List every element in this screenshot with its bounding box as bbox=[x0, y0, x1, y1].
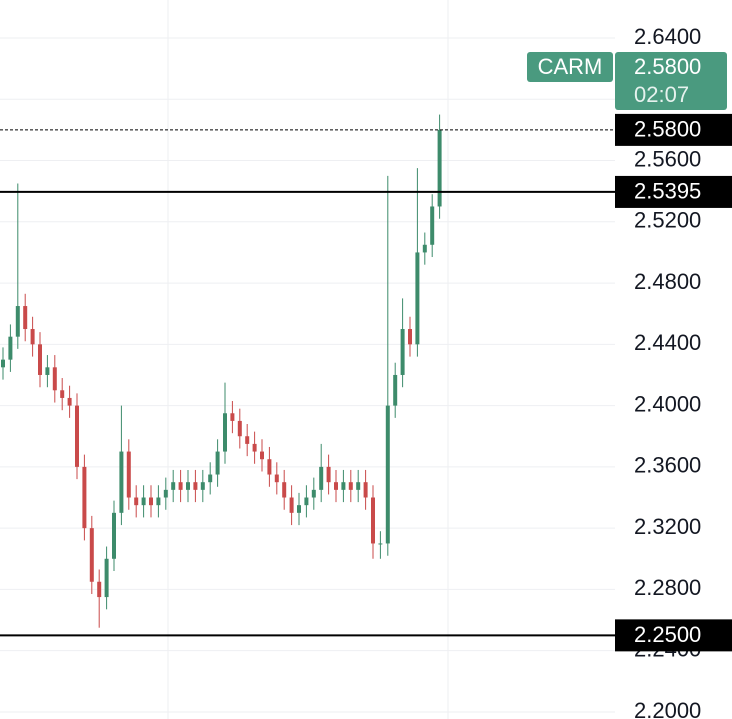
candle-body bbox=[415, 252, 420, 345]
candle-body bbox=[89, 528, 94, 582]
candle-body bbox=[112, 512, 116, 559]
candle-body bbox=[393, 374, 398, 406]
candle-body bbox=[171, 482, 176, 490]
price-line-label: 2.5800 bbox=[634, 117, 701, 142]
candle-body bbox=[60, 390, 65, 398]
candle-body bbox=[97, 581, 102, 598]
candle-body bbox=[260, 451, 264, 460]
y-tick-label: 2.3600 bbox=[634, 453, 701, 478]
y-tick-label: 2.5600 bbox=[634, 146, 701, 171]
symbol-label: CARM bbox=[538, 54, 603, 79]
candle-body bbox=[82, 466, 87, 529]
candle-body bbox=[15, 306, 20, 337]
candle-body bbox=[326, 466, 331, 483]
symbol-box bbox=[527, 52, 613, 82]
candle-body bbox=[385, 405, 390, 544]
y-tick-label: 2.4000 bbox=[634, 391, 701, 416]
candle-body bbox=[141, 497, 146, 506]
candle-body bbox=[30, 329, 35, 345]
candle-body bbox=[422, 244, 427, 253]
candles bbox=[1, 114, 442, 628]
candle-body bbox=[156, 497, 161, 506]
price-line-label-box bbox=[615, 619, 732, 652]
candle-body bbox=[163, 489, 168, 498]
candle-body bbox=[52, 367, 57, 391]
price-axis: 2.64002.60002.56002.52002.48002.44002.40… bbox=[634, 24, 701, 719]
candle-body bbox=[348, 482, 353, 490]
candle-body bbox=[45, 367, 50, 375]
candle-body bbox=[149, 497, 153, 506]
candle-body bbox=[208, 474, 213, 483]
candle-body bbox=[186, 482, 190, 490]
candle-body bbox=[193, 482, 198, 490]
price-line-label: 2.2500 bbox=[634, 622, 701, 647]
y-tick-label: 2.2000 bbox=[634, 698, 701, 719]
candle-body bbox=[341, 482, 346, 490]
candle-body bbox=[200, 482, 205, 490]
candle-body bbox=[104, 558, 109, 598]
candle-body bbox=[297, 505, 301, 513]
candle-body bbox=[311, 489, 316, 498]
countdown-label: 02:07 bbox=[634, 82, 689, 107]
price-line-label: 2.5395 bbox=[634, 179, 701, 204]
candle-body bbox=[245, 436, 250, 444]
y-tick-label: 2.6400 bbox=[634, 24, 701, 49]
y-tick-label: 2.2800 bbox=[634, 575, 701, 600]
candle-body bbox=[223, 413, 227, 452]
candle-body bbox=[371, 497, 375, 544]
candle-body bbox=[408, 329, 412, 345]
candle-body bbox=[134, 497, 139, 506]
candle-body bbox=[363, 482, 368, 498]
candle-body bbox=[8, 336, 13, 360]
candle-body bbox=[334, 482, 338, 490]
y-tick-label: 2.4400 bbox=[634, 330, 701, 355]
candle-body bbox=[237, 420, 242, 437]
candle-body bbox=[119, 451, 124, 513]
overlays: 2.5800 2.5395 2.2500 CARM 2.5800 02:07 bbox=[0, 52, 732, 652]
candle-body bbox=[1, 359, 5, 368]
candle-body bbox=[430, 206, 435, 245]
candle-body bbox=[282, 482, 287, 498]
last-price-label: 2.5800 bbox=[634, 54, 701, 79]
candle-body bbox=[230, 413, 235, 421]
candle-body bbox=[178, 482, 183, 490]
candle-body bbox=[38, 344, 42, 375]
y-tick-label: 2.5200 bbox=[634, 208, 701, 233]
candle-body bbox=[215, 451, 220, 475]
candle-body bbox=[126, 451, 131, 498]
candle-body bbox=[274, 474, 279, 483]
candle-body bbox=[378, 543, 383, 545]
price-line-label-box bbox=[615, 175, 732, 208]
candle-body bbox=[67, 397, 72, 406]
last-price-box bbox=[615, 52, 727, 110]
candle-body bbox=[437, 129, 442, 207]
candle-body bbox=[289, 497, 294, 513]
y-tick-label: 2.3200 bbox=[634, 514, 701, 539]
y-tick-label: 2.4800 bbox=[634, 269, 701, 294]
candle-body bbox=[75, 405, 79, 467]
candle-body bbox=[252, 443, 257, 452]
candle-body bbox=[400, 329, 405, 375]
candle-body bbox=[23, 306, 28, 330]
price-line-label-box bbox=[615, 113, 732, 146]
candle-body bbox=[319, 466, 324, 490]
candle-body bbox=[356, 482, 361, 490]
grid bbox=[0, 37, 615, 713]
candle-body bbox=[304, 497, 309, 506]
candle-body bbox=[267, 459, 272, 475]
